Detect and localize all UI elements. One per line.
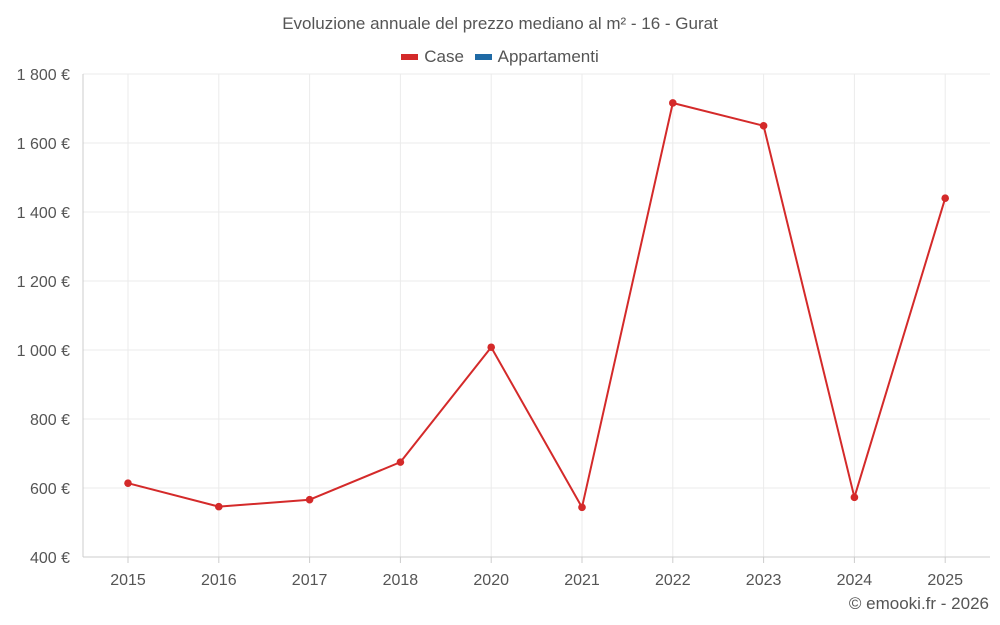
credit-text: © emooki.fr - 2026: [848, 594, 989, 613]
axes: [82, 74, 990, 558]
x-tick-label: 2024: [837, 572, 873, 589]
y-tick-label: 1 400 €: [17, 205, 70, 222]
y-tick-label: 1 600 €: [17, 136, 70, 153]
series-line-case: [127, 101, 947, 509]
data-point: [396, 458, 405, 466]
legend-label-case: Case: [424, 47, 464, 66]
x-tick-label: 2021: [564, 572, 600, 589]
y-tick-label: 600 €: [30, 481, 70, 498]
x-axis-ticks: 2015 2016 2017 2018 2020 2021 2022 2023 2024 2025: [110, 557, 963, 589]
data-point: [487, 343, 496, 352]
data-point: [215, 502, 223, 511]
x-tick-label: 2023: [746, 572, 782, 589]
data-point: [941, 194, 949, 202]
y-tick-label: 800 €: [30, 412, 70, 429]
y-tick-label: 1 000 €: [17, 343, 70, 360]
data-point: [759, 121, 768, 130]
legend: Case Appartamenti: [0, 45, 1000, 67]
legend-label-appartamenti: Appartamenti: [497, 47, 599, 66]
x-tick-label: 2017: [292, 572, 328, 589]
data-point: [850, 493, 859, 502]
y-axis-ticks: 400 € 600 € 800 € 1 000 € 1 200 € 1 400 € 1 60…: [17, 67, 70, 567]
data-point: [578, 503, 586, 512]
y-tick-label: 1 800 €: [17, 67, 70, 84]
y-tick-label: 400 €: [30, 550, 70, 567]
legend-item-case[interactable]: Case: [401, 47, 464, 67]
legend-swatch-appartamenti: [474, 54, 492, 60]
y-tick-label: 1 200 €: [17, 274, 70, 291]
x-tick-label: 2022: [655, 572, 691, 589]
x-gridlines: [127, 74, 946, 557]
data-point: [124, 479, 132, 487]
x-tick-label: 2020: [473, 572, 509, 589]
data-point: [305, 495, 314, 504]
x-tick-label: 2025: [927, 572, 963, 589]
legend-item-appartamenti[interactable]: Appartamenti: [474, 47, 599, 67]
x-tick-label: 2016: [201, 572, 237, 589]
series-layer: [124, 99, 949, 512]
legend-swatch-case: [401, 54, 419, 60]
x-tick-label: 2015: [110, 572, 146, 589]
x-tick-label: 2018: [383, 572, 419, 589]
chart-title: Evoluzione annuale del prezzo mediano al…: [282, 14, 718, 33]
data-point: [669, 99, 677, 107]
